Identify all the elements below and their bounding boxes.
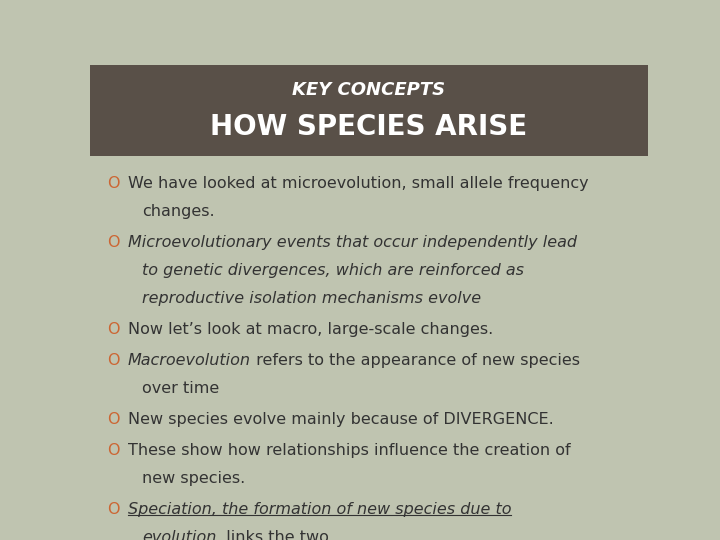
Text: Now let’s look at macro, large-scale changes.: Now let’s look at macro, large-scale cha… <box>128 322 493 337</box>
Text: O: O <box>107 443 120 458</box>
Text: to genetic divergences, which are reinforced as: to genetic divergences, which are reinfo… <box>142 263 524 278</box>
Text: changes.: changes. <box>142 204 215 219</box>
Text: HOW SPECIES ARISE: HOW SPECIES ARISE <box>210 113 528 141</box>
Text: over time: over time <box>142 381 219 396</box>
Text: new species.: new species. <box>142 471 245 486</box>
FancyBboxPatch shape <box>90 65 648 156</box>
Text: New species evolve mainly because of DIVERGENCE.: New species evolve mainly because of DIV… <box>128 412 554 427</box>
Text: O: O <box>107 322 120 337</box>
Text: O: O <box>107 502 120 517</box>
Text: evolution: evolution <box>142 530 216 540</box>
Text: Macroevolution: Macroevolution <box>128 353 251 368</box>
Text: Speciation, the formation of new species due to: Speciation, the formation of new species… <box>128 502 511 517</box>
Text: KEY CONCEPTS: KEY CONCEPTS <box>292 82 446 99</box>
Text: reproductive isolation mechanisms evolve: reproductive isolation mechanisms evolve <box>142 291 481 306</box>
Text: O: O <box>107 412 120 427</box>
Text: O: O <box>107 235 120 250</box>
Text: We have looked at microevolution, small allele frequency: We have looked at microevolution, small … <box>128 176 588 191</box>
Text: These show how relationships influence the creation of: These show how relationships influence t… <box>128 443 570 458</box>
FancyBboxPatch shape <box>90 156 648 481</box>
Text: refers to the appearance of new species: refers to the appearance of new species <box>251 353 580 368</box>
Text: O: O <box>107 176 120 191</box>
Text: O: O <box>107 353 120 368</box>
Text: , links the two.: , links the two. <box>216 530 334 540</box>
Text: Microevolutionary events that occur independently lead: Microevolutionary events that occur inde… <box>128 235 577 250</box>
